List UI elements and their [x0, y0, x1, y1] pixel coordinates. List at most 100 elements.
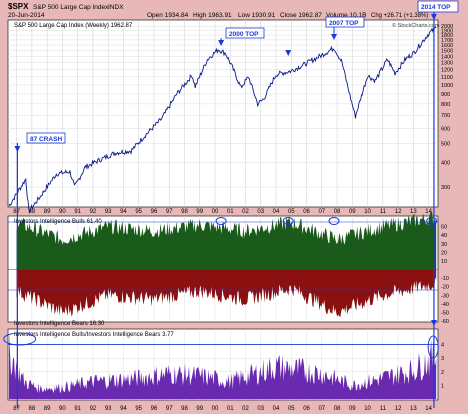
ratio-x-tick-label: 94 — [120, 406, 127, 412]
price-x-tick-label: 05 — [288, 209, 295, 215]
bulls-peak-circle — [328, 217, 340, 225]
price-y-tick-label: 1300 — [441, 61, 453, 67]
ratio-x-tick-label: 10 — [364, 406, 371, 412]
low-label: Low 1930.91 — [238, 12, 276, 19]
price-y-tick-label: 500 — [441, 142, 450, 148]
top2007-arrow-icon — [331, 34, 338, 40]
watermark-text: © StockCharts.com — [392, 22, 440, 29]
ratio-x-tick-label: 07 — [318, 406, 325, 412]
spx-price-line — [8, 26, 437, 214]
top2000-arrow-icon — [218, 40, 225, 46]
ratio-x-tick-label: 05 — [288, 406, 295, 412]
price-x-tick-label: 95 — [135, 209, 142, 215]
ratio-x-tick-label: 03 — [257, 406, 264, 412]
ratio-2014-arrow-icon — [430, 320, 437, 326]
ratio-x-tick-label: 08 — [334, 406, 341, 412]
price-x-tick-label: 12 — [395, 209, 402, 215]
ratio-x-tick-label: 89 — [44, 406, 51, 412]
bulls-peak-circle — [282, 217, 294, 225]
ratio-x-tick-label: 90 — [59, 406, 66, 412]
price-y-tick-label: 1600 — [441, 43, 453, 49]
bb-y-tick-label: 50 — [441, 225, 447, 231]
ratio-x-tick-label: 04 — [273, 406, 280, 412]
price-y-tick-label: 700 — [441, 113, 450, 119]
ratio-x-tick-label: 88 — [29, 406, 36, 412]
price-y-tick-label: 1000 — [441, 83, 453, 89]
bulls-area — [16, 211, 437, 270]
bb-y-tick-label: 30 — [441, 242, 447, 248]
ratio-x-tick-label: 01 — [227, 406, 234, 412]
top2007-box — [325, 16, 365, 28]
ratio-y-tick-label: 2 — [441, 370, 444, 376]
ratio-x-tick-label: 11 — [380, 406, 387, 412]
top2007-label: 2007 TOP — [329, 20, 359, 27]
ratio-x-tick-label: 92 — [90, 406, 97, 412]
ratio-y-tick-label: 4 — [441, 343, 444, 349]
ratio-x-tick-label: 02 — [242, 406, 249, 412]
ratio-area — [9, 332, 437, 399]
symbol-label: $SPX — [8, 2, 29, 11]
ratio-x-tick-label: 96 — [151, 406, 158, 412]
price-x-tick-label: 08 — [334, 209, 341, 215]
price-y-tick-label: 600 — [441, 126, 450, 132]
price-y-tick-label: 900 — [441, 92, 450, 98]
price-x-tick-label: 03 — [257, 209, 264, 215]
top2014-arrow-icon — [430, 14, 437, 20]
mid-arrow-icon — [285, 50, 292, 56]
ratio-2014-circle — [427, 335, 439, 359]
price-x-tick-label: 14 — [425, 209, 432, 215]
ratio-x-tick-label: 09 — [349, 406, 356, 412]
bulls-peak-circle — [215, 217, 227, 225]
ratio-x-tick-label: 95 — [135, 406, 142, 412]
price-x-tick-label: 94 — [120, 209, 127, 215]
price-y-tick-label: 1500 — [441, 49, 453, 55]
bb-y-tick-label: 40 — [441, 233, 447, 239]
bb-y-tick-label: -20 — [441, 285, 449, 291]
exchange-label: INDX — [108, 4, 124, 11]
ratio-x-tick-label: 06 — [303, 406, 310, 412]
bb-y-tick-label: -60 — [441, 319, 449, 325]
crash87-box — [26, 132, 66, 144]
open-label: Open 1934.84 — [147, 12, 189, 19]
price-y-tick-label: 1200 — [441, 67, 453, 73]
price-x-tick-label: 89 — [44, 209, 51, 215]
ratio-x-tick-label: 98 — [181, 406, 188, 412]
price-y-tick-label: 800 — [441, 102, 450, 108]
ratio-x-tick-label: 99 — [196, 406, 203, 412]
price-y-tick-label: 1700 — [441, 38, 453, 44]
bb-y-tick-label: -30 — [441, 293, 449, 299]
price-x-tick-label: 06 — [303, 209, 310, 215]
price-x-tick-label: 04 — [273, 209, 280, 215]
price-y-tick-label: 2000 — [441, 24, 453, 30]
price-y-tick-label: 400 — [441, 161, 450, 167]
ratio-x-tick-label: 12 — [395, 406, 402, 412]
ratio-y-tick-label: 1 — [441, 383, 444, 389]
crash87-label: 87 CRASH — [30, 136, 62, 143]
close-label: Close 1962.87 — [280, 12, 322, 19]
price-x-tick-label: 11 — [380, 209, 387, 215]
ratio-x-tick-label: 97 — [166, 406, 173, 412]
price-x-tick-label: 07 — [318, 209, 325, 215]
price-x-tick-label: 00 — [212, 209, 219, 215]
price-x-tick-label: 90 — [59, 209, 66, 215]
bb-y-tick-label: -10 — [441, 276, 449, 282]
price-x-tick-label: 09 — [349, 209, 356, 215]
bb-y-tick-label: 20 — [441, 250, 447, 256]
top2000-box — [225, 27, 265, 39]
ratio-1987-circle — [3, 332, 37, 346]
price-x-tick-label: 88 — [29, 209, 36, 215]
price-y-tick-label: 300 — [441, 185, 450, 191]
price-x-tick-label: 10 — [364, 209, 371, 215]
ratio-x-tick-label: 91 — [74, 406, 81, 412]
bb-y-tick-label: -50 — [441, 310, 449, 316]
price-x-tick-label: 91 — [74, 209, 81, 215]
ratio-legend: Investors Intelligence Bulls/Investors I… — [14, 332, 174, 338]
price-x-tick-label: 97 — [166, 209, 173, 215]
ratio-x-tick-label: 00 — [212, 406, 219, 412]
price-y-tick-label: 1800 — [441, 33, 453, 39]
top2014-box — [417, 0, 459, 13]
top2014-label: 2014 TOP — [421, 4, 451, 11]
bears-area — [16, 269, 437, 318]
volume-label: Volume 10.1B — [326, 12, 366, 19]
